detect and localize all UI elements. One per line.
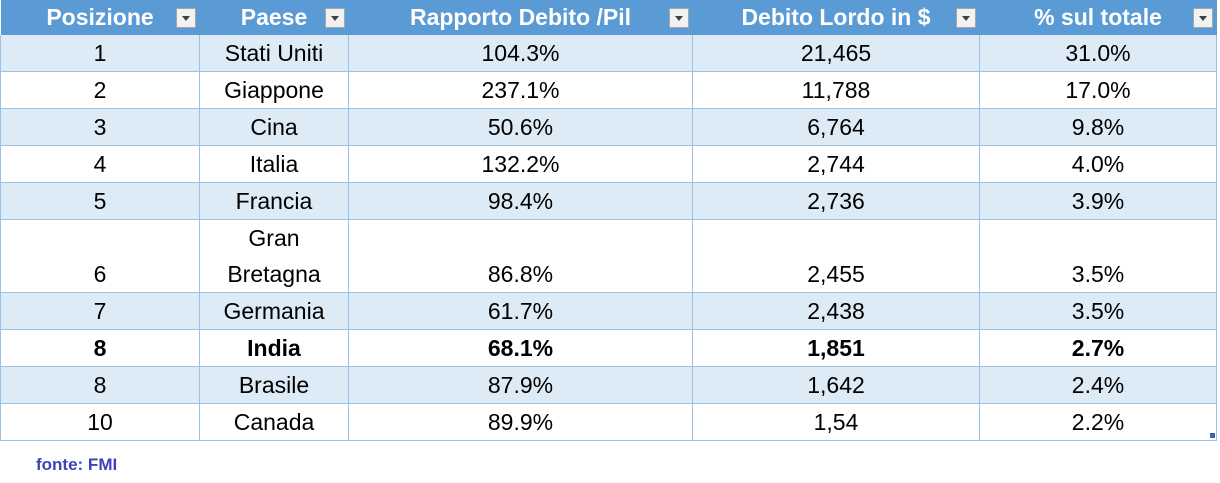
cell-rapporto[interactable]: 89.9% bbox=[348, 403, 693, 441]
table-row: 4 Italia 132.2% 2,744 4.0% bbox=[0, 145, 1217, 183]
header-row: Posizione Paese Rapporto Debito /Pil bbox=[0, 0, 1217, 35]
cell-posizione[interactable]: 4 bbox=[0, 145, 200, 183]
dropdown-arrow-icon bbox=[330, 16, 339, 21]
filter-dropdown-button[interactable] bbox=[668, 8, 689, 28]
cell-paese[interactable]: Italia bbox=[199, 145, 349, 183]
cell-percent[interactable]: 3.5% bbox=[979, 292, 1217, 330]
column-header-rapporto-debito-pil: Rapporto Debito /Pil bbox=[348, 0, 693, 35]
cell-posizione[interactable]: 3 bbox=[0, 108, 200, 146]
header-label: Posizione bbox=[46, 4, 154, 30]
cell-rapporto[interactable]: 50.6% bbox=[348, 108, 693, 146]
cell-percent[interactable]: 2.4% bbox=[979, 366, 1217, 404]
cell-posizione[interactable]: 5 bbox=[0, 182, 200, 220]
cell-debito-lordo[interactable]: 11,788 bbox=[692, 71, 980, 109]
debt-table: Posizione Paese Rapporto Debito /Pil bbox=[0, 0, 1217, 441]
cell-paese[interactable]: Gran Bretagna bbox=[199, 219, 349, 293]
cell-rapporto[interactable]: 86.8% bbox=[348, 219, 693, 293]
dropdown-arrow-icon bbox=[961, 16, 970, 21]
column-header-posizione: Posizione bbox=[0, 0, 200, 35]
cell-paese[interactable]: Canada bbox=[199, 403, 349, 441]
cell-percent[interactable]: 4.0% bbox=[979, 145, 1217, 183]
cell-debito-lordo[interactable]: 2,736 bbox=[692, 182, 980, 220]
filter-dropdown-button[interactable] bbox=[955, 8, 976, 28]
cell-posizione[interactable]: 10 bbox=[0, 403, 200, 441]
cell-paese[interactable]: Francia bbox=[199, 182, 349, 220]
table-row: 10 Canada 89.9% 1,54 2.2% bbox=[0, 403, 1217, 441]
cell-posizione[interactable]: 2 bbox=[0, 71, 200, 109]
cell-posizione[interactable]: 6 bbox=[0, 219, 200, 293]
cell-rapporto[interactable]: 87.9% bbox=[348, 366, 693, 404]
cell-paese[interactable]: Giappone bbox=[199, 71, 349, 109]
cell-debito-lordo[interactable]: 1,54 bbox=[692, 403, 980, 441]
table-row-highlighted: 8 India 68.1% 1,851 2.7% bbox=[0, 329, 1217, 367]
column-header-percent-totale: % sul totale bbox=[979, 0, 1217, 35]
filter-dropdown-button[interactable] bbox=[1192, 8, 1213, 28]
cell-rapporto[interactable]: 61.7% bbox=[348, 292, 693, 330]
source-note: fonte: FMI bbox=[36, 455, 118, 474]
cell-paese[interactable]: Germania bbox=[199, 292, 349, 330]
cell-debito-lordo[interactable]: 6,764 bbox=[692, 108, 980, 146]
cell-debito-lordo[interactable]: 1,642 bbox=[692, 366, 980, 404]
table-row: 1 Stati Uniti 104.3% 21,465 31.0% bbox=[0, 35, 1217, 72]
cell-posizione[interactable]: 1 bbox=[0, 35, 200, 72]
cell-percent[interactable]: 17.0% bbox=[979, 71, 1217, 109]
table-row: 3 Cina 50.6% 6,764 9.8% bbox=[0, 108, 1217, 146]
column-header-debito-lordo: Debito Lordo in $ bbox=[692, 0, 980, 35]
table-resize-handle[interactable] bbox=[1210, 433, 1215, 438]
header-label: % sul totale bbox=[1034, 4, 1162, 30]
cell-posizione[interactable]: 8 bbox=[0, 366, 200, 404]
cell-posizione[interactable]: 8 bbox=[0, 329, 200, 367]
table-row: 5 Francia 98.4% 2,736 3.9% bbox=[0, 182, 1217, 220]
cell-percent[interactable]: 9.8% bbox=[979, 108, 1217, 146]
cell-paese[interactable]: Stati Uniti bbox=[199, 35, 349, 72]
table-row: 6 Gran Bretagna 86.8% 2,455 3.5% bbox=[0, 219, 1217, 293]
cell-rapporto[interactable]: 237.1% bbox=[348, 71, 693, 109]
header-label: Debito Lordo in $ bbox=[741, 4, 931, 30]
cell-debito-lordo[interactable]: 2,744 bbox=[692, 145, 980, 183]
cell-debito-lordo[interactable]: 2,455 bbox=[692, 219, 980, 293]
header-label: Rapporto Debito /Pil bbox=[409, 4, 632, 30]
column-header-paese: Paese bbox=[199, 0, 349, 35]
cell-percent[interactable]: 31.0% bbox=[979, 35, 1217, 72]
cell-percent[interactable]: 2.2% bbox=[979, 403, 1217, 441]
spreadsheet-table-area: Posizione Paese Rapporto Debito /Pil bbox=[0, 0, 1217, 441]
cell-paese[interactable]: Brasile bbox=[199, 366, 349, 404]
filter-dropdown-button[interactable] bbox=[324, 8, 345, 28]
cell-debito-lordo[interactable]: 1,851 bbox=[692, 329, 980, 367]
cell-rapporto[interactable]: 98.4% bbox=[348, 182, 693, 220]
table-row: 8 Brasile 87.9% 1,642 2.4% bbox=[0, 366, 1217, 404]
cell-posizione[interactable]: 7 bbox=[0, 292, 200, 330]
cell-debito-lordo[interactable]: 2,438 bbox=[692, 292, 980, 330]
cell-rapporto[interactable]: 68.1% bbox=[348, 329, 693, 367]
cell-rapporto[interactable]: 132.2% bbox=[348, 145, 693, 183]
cell-percent[interactable]: 3.5% bbox=[979, 219, 1217, 293]
dropdown-arrow-icon bbox=[674, 16, 683, 21]
cell-paese[interactable]: India bbox=[199, 329, 349, 367]
dropdown-arrow-icon bbox=[181, 16, 190, 21]
header-label: Paese bbox=[240, 4, 308, 30]
filter-dropdown-button[interactable] bbox=[175, 8, 196, 28]
cell-percent[interactable]: 2.7% bbox=[979, 329, 1217, 367]
cell-rapporto[interactable]: 104.3% bbox=[348, 35, 693, 72]
cell-paese[interactable]: Cina bbox=[199, 108, 349, 146]
table-row: 7 Germania 61.7% 2,438 3.5% bbox=[0, 292, 1217, 330]
cell-debito-lordo[interactable]: 21,465 bbox=[692, 35, 980, 72]
table-row: 2 Giappone 237.1% 11,788 17.0% bbox=[0, 71, 1217, 109]
cell-percent[interactable]: 3.9% bbox=[979, 182, 1217, 220]
dropdown-arrow-icon bbox=[1198, 16, 1207, 21]
